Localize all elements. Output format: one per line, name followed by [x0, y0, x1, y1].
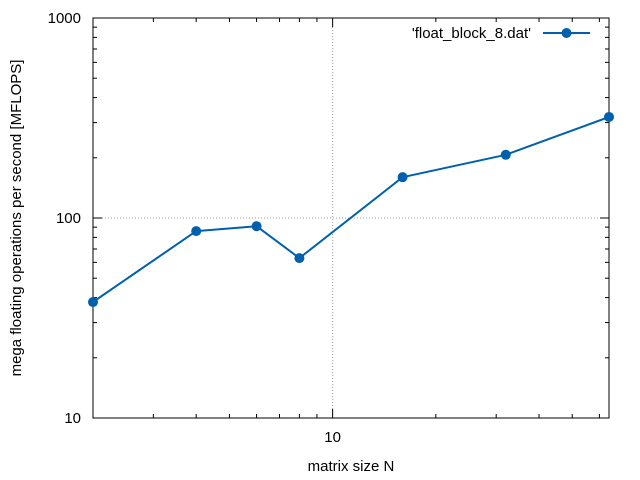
data-point [88, 297, 98, 308]
plot-area-border [92, 17, 610, 419]
data-point [251, 221, 262, 232]
data-point [191, 226, 202, 237]
legend: 'float_block_8.dat' [412, 25, 590, 42]
data-point [397, 172, 408, 183]
data-point [500, 149, 511, 160]
minor-tick-marks [93, 18, 609, 418]
x-axis-title: matrix size N [308, 458, 395, 475]
x-tick-label: 10 [324, 429, 341, 446]
legend-label: 'float_block_8.dat' [412, 25, 531, 42]
series-group [88, 111, 614, 308]
tick-labels: 10 100 1000 10 [48, 10, 341, 446]
y-tick-label: 100 [56, 210, 81, 227]
y-axis-title: mega floating operations per second [MFL… [8, 60, 25, 377]
y-tick-label: 10 [64, 410, 81, 427]
y-tick-label: 1000 [48, 10, 81, 27]
legend-marker [561, 28, 572, 38]
data-point [604, 111, 614, 122]
data-point [294, 253, 305, 264]
